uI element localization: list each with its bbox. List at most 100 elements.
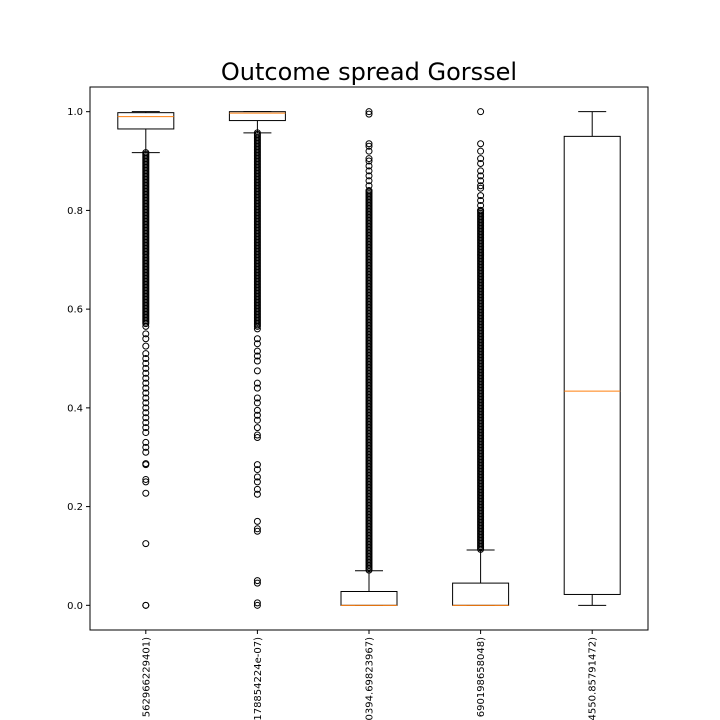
outlier-point: [365, 110, 373, 118]
outlier-point: [477, 155, 485, 163]
y-tick-label: 0.8: [67, 206, 83, 217]
outlier-point: [142, 399, 150, 407]
outlier-point: [142, 419, 150, 427]
outlier-point: [365, 182, 373, 190]
outlier-point: [142, 364, 150, 372]
outlier-point: [142, 460, 150, 468]
outlier-point: [253, 411, 261, 419]
outlier-point: [253, 347, 261, 355]
outlier-point: [365, 140, 373, 148]
box-iqr: [117, 112, 175, 130]
outlier-point: [142, 414, 150, 422]
outlier-point: [477, 182, 485, 190]
outlier-point: [253, 579, 261, 587]
box-5: [563, 111, 621, 606]
box-iqr: [340, 590, 398, 606]
outlier-point: [253, 599, 261, 607]
outlier-point: [477, 108, 485, 116]
outlier-point: [365, 108, 373, 116]
outlier-band: [365, 187, 373, 574]
y-tick-label: 0.0: [67, 601, 83, 612]
outlier-point: [142, 438, 150, 446]
outlier-point: [142, 374, 150, 382]
x-axis: 562966229401) 178854224e-07) 0394.69823967…: [141, 630, 599, 720]
outlier-point: [142, 540, 150, 548]
outlier-point: [142, 424, 150, 432]
outlier-point: [477, 184, 485, 192]
outlier-point: [253, 379, 261, 387]
outlier-point: [253, 424, 261, 432]
outlier-point: [253, 325, 261, 333]
outlier-point: [253, 322, 261, 330]
outlier-point: [253, 433, 261, 441]
outlier-point: [142, 369, 150, 377]
outlier-point: [477, 201, 485, 209]
y-tick-label: 0.2: [67, 502, 83, 513]
box-iqr: [563, 135, 621, 595]
outlier-point: [253, 517, 261, 525]
box-iqr: [452, 582, 510, 606]
box-4: [452, 108, 510, 606]
outlier-point: [477, 147, 485, 155]
outlier-point: [253, 466, 261, 474]
outlier-point: [142, 330, 150, 338]
outlier-point: [142, 394, 150, 402]
outlier-point: [142, 404, 150, 412]
outlier-point: [142, 409, 150, 417]
outlier-point: [477, 206, 485, 214]
x-tick-label: 178854224e-07): [253, 637, 264, 720]
outlier-point: [253, 490, 261, 498]
outlier-point: [253, 478, 261, 486]
outlier-point: [253, 416, 261, 424]
y-tick-label: 0.4: [67, 403, 83, 414]
outlier-point: [253, 577, 261, 585]
outlier-point: [253, 340, 261, 348]
outlier-point: [142, 478, 150, 486]
y-tick-label: 0.6: [67, 305, 83, 316]
outlier-point: [142, 389, 150, 397]
outlier-point: [142, 359, 150, 367]
outlier-band: [477, 206, 485, 553]
y-axis: 0.0 0.2 0.4 0.6 0.8 1.0: [67, 107, 90, 612]
outlier-point: [477, 160, 485, 168]
x-tick-label: 690198658048): [476, 637, 487, 717]
outlier-point: [253, 601, 261, 609]
outlier-point: [142, 350, 150, 358]
outlier-point: [365, 187, 373, 195]
outlier-point: [477, 192, 485, 200]
outlier-point: [365, 142, 373, 150]
outlier-point: [253, 399, 261, 407]
outlier-point: [142, 475, 150, 483]
outlier-point: [365, 177, 373, 185]
x-tick-label: 562966229401): [141, 637, 152, 717]
outlier-point: [477, 177, 485, 185]
outlier-point: [253, 406, 261, 414]
outlier-point: [142, 335, 150, 343]
outlier-point: [477, 140, 485, 148]
outlier-point: [253, 461, 261, 469]
box-1: [117, 111, 175, 609]
box-3: [340, 108, 398, 606]
outlier-point: [253, 352, 261, 360]
outlier-point: [253, 394, 261, 402]
outlier-point: [365, 155, 373, 163]
y-tick-label: 1.0: [67, 107, 83, 118]
x-tick-label: 0394.69823967): [365, 637, 376, 720]
outlier-point: [142, 379, 150, 387]
outlier-point: [253, 525, 261, 533]
outlier-point: [142, 443, 150, 451]
outlier-point: [253, 357, 261, 365]
boxes-group: [117, 108, 621, 609]
outlier-point: [365, 172, 373, 180]
outlier-point: [253, 384, 261, 392]
outlier-point: [477, 197, 485, 205]
outlier-point: [253, 485, 261, 493]
outlier-point: [142, 601, 150, 609]
outlier-point: [365, 162, 373, 170]
outlier-point: [253, 527, 261, 535]
outlier-point: [142, 429, 150, 437]
chart-title: Outcome spread Gorssel: [221, 58, 517, 86]
outlier-point: [253, 473, 261, 481]
outlier-point: [142, 320, 150, 328]
